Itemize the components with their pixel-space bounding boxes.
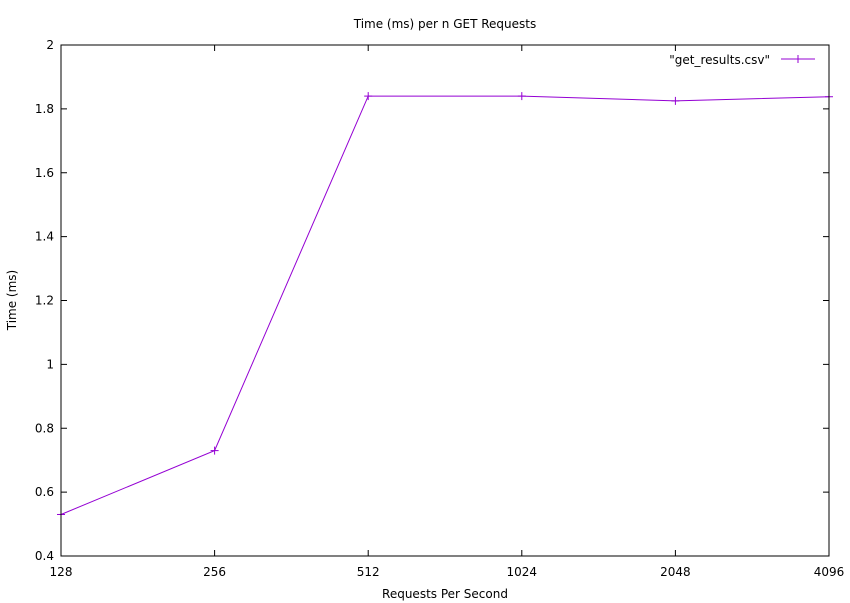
y-tick-label: 1 [46,357,54,371]
x-tick-label: 4096 [814,565,845,579]
x-tick-label: 512 [357,565,380,579]
x-axis-label: Requests Per Second [382,587,508,601]
legend: "get_results.csv" [669,53,815,67]
legend-label: "get_results.csv" [669,53,770,67]
y-tick-label: 1.6 [35,166,54,180]
x-tick-label: 128 [50,565,73,579]
chart-title: Time (ms) per n GET Requests [353,17,537,31]
data-point [671,96,680,105]
series-layer [57,92,833,519]
y-tick-label: 0.8 [35,421,54,435]
x-tick-label: 2048 [660,565,691,579]
data-point [517,92,526,101]
y-tick-label: 2 [46,38,54,52]
y-tick-label: 0.6 [35,485,54,499]
x-tick-label: 256 [203,565,226,579]
plot-frame [60,44,830,557]
axis-ticks: 0.4 0.6 0.8 1 1.2 1.4 1.6 1.8 2 128 256 512 1024 2048… [35,38,844,579]
data-point [364,92,373,101]
y-tick-label: 1.4 [35,230,54,244]
y-tick-label: 0.4 [35,549,54,563]
y-tick-label: 1.8 [35,102,54,116]
y-tick-label: 1.2 [35,294,54,308]
x-tick-label: 1024 [507,565,538,579]
data-point [210,446,219,455]
series-line [60,95,830,515]
y-axis-label: Time (ms) [5,270,19,332]
